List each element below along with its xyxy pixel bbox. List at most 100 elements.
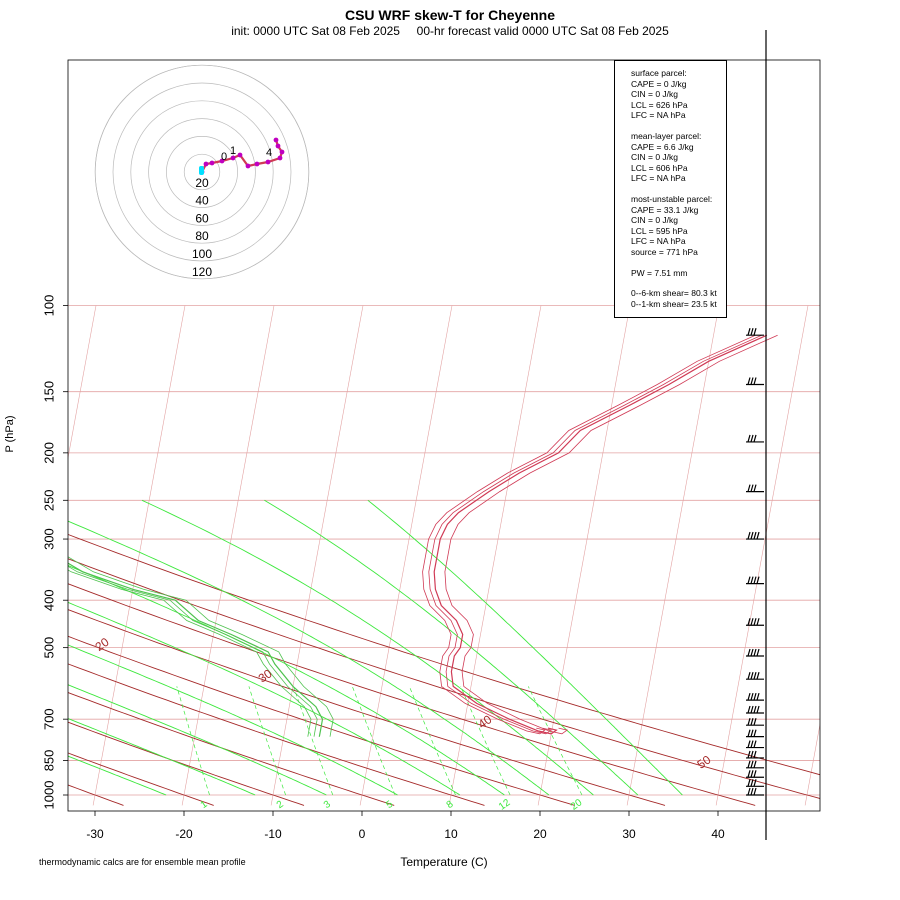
hodograph-ring: [112, 82, 292, 262]
mixing-ratio-label: 12: [497, 797, 513, 813]
temperature-member: [428, 334, 762, 735]
wind-barb: [746, 740, 764, 749]
dry-adiabat-line: [68, 692, 395, 806]
x-tick-label: 20: [533, 827, 547, 841]
hodograph-point: [273, 137, 279, 143]
temperature-member: [444, 334, 778, 735]
wind-barb: [746, 377, 764, 386]
mixing-ratio-line: [408, 686, 456, 796]
y-tick-label: 500: [41, 637, 56, 659]
hodograph-height-label: 4: [266, 147, 272, 159]
hodograph-height-label: 1: [230, 145, 236, 157]
mixing-ratio-line: [176, 686, 210, 796]
moist-adiabat-line: [68, 564, 505, 796]
isotherm-line: [626, 305, 720, 806]
y-tick-label: 200: [41, 442, 56, 464]
x-tick-label: 30: [622, 827, 636, 841]
isotherm-line: [448, 305, 542, 806]
y-tick-label: 700: [41, 708, 56, 730]
hodograph-ring: [183, 153, 221, 191]
shear-block: 0--6-km shear= 80.3 kt 0--1-km shear= 23…: [631, 288, 726, 309]
isotherm-line: [92, 305, 186, 806]
temperature-member: [422, 334, 756, 735]
wind-barb: [746, 705, 764, 714]
mean-layer-parcel-block: mean-layer parcel: CAPE = 6.6 J/kg CIN =…: [631, 131, 726, 184]
stat-line: CAPE = 33.1 J/kg: [631, 204, 699, 215]
wind-barb: [746, 779, 764, 787]
x-tick-label: -10: [264, 827, 282, 841]
chart-title: CSU WRF skew-T for Cheyenne: [344, 7, 556, 23]
moist-adiabat-line: [68, 718, 256, 796]
wind-barb: [746, 770, 764, 778]
stat-line: most-unstable parcel:: [631, 193, 713, 204]
hodograph-point: [237, 152, 243, 158]
stat-line: 0--1-km shear= 23.5 kt: [631, 298, 717, 309]
y-tick-label: 300: [41, 528, 56, 550]
hodograph-ring: [94, 64, 310, 280]
stat-line: mean-layer parcel:: [631, 130, 702, 141]
stat-line: 0--6-km shear= 80.3 kt: [631, 288, 717, 299]
stat-line: LFC = NA hPa: [631, 236, 686, 247]
isotherm-line: [68, 305, 97, 460]
mixing-ratio-line: [293, 686, 334, 796]
y-tick-label: 250: [41, 489, 56, 511]
wind-barb: [746, 672, 764, 680]
hodograph-point: [209, 160, 215, 166]
dry-adiabat-line: [0, 306, 33, 806]
mixing-ratio-line: [527, 686, 583, 796]
wind-barb: [746, 434, 764, 443]
moist-adiabat-line: [264, 499, 639, 796]
parcel-stats-box: surface parcel: CAPE = 0 J/kg CIN = 0 J/…: [614, 60, 727, 318]
isotherm-line: [537, 305, 631, 806]
wind-barb: [746, 618, 764, 626]
plot-frame: [67, 59, 821, 812]
hodograph-ring: [166, 136, 238, 208]
wind-barb: [746, 787, 764, 796]
hodograph-ring-label: 120: [192, 265, 212, 279]
y-tick-label: 150: [41, 381, 56, 403]
hodograph-point: [254, 161, 260, 167]
dewpoint-member: [68, 565, 318, 737]
wind-barb: [746, 760, 764, 769]
x-tick-label: -20: [175, 827, 193, 841]
x-tick-label: 40: [711, 827, 725, 841]
stat-line: CIN = 0 J/kg: [631, 152, 679, 163]
temperature-profile: [433, 334, 768, 735]
isotherm-line: [270, 305, 364, 806]
mixing-ratio-label: 2: [275, 799, 286, 811]
stat-line: source = 771 hPa: [631, 246, 698, 257]
isotherm-line: [181, 305, 275, 806]
hodograph-ring-label: 40: [195, 194, 209, 208]
mixing-ratio-label: 3: [322, 799, 333, 811]
stat-line: LFC = NA hPa: [631, 110, 686, 121]
wind-barb: [746, 729, 764, 738]
isotherm-line: [359, 305, 453, 806]
hodograph-point: [203, 161, 209, 167]
hodograph-point: [277, 155, 283, 161]
stat-line: CIN = 0 J/kg: [631, 215, 679, 226]
dry-adiabat-line: [68, 558, 820, 799]
wind-barb: [746, 531, 764, 540]
y-axis-label: P (hPa): [4, 415, 16, 453]
dewpoint-member: [68, 556, 334, 737]
x-tick-label: 10: [444, 827, 458, 841]
dry-adiabat-line: [68, 752, 214, 806]
stat-line: CIN = 0 J/kg: [631, 89, 679, 100]
mixing-ratio-label: 5: [384, 799, 395, 811]
wind-barb: [746, 648, 764, 657]
mixing-ratio-label: 8: [445, 799, 456, 811]
hodograph-point: [245, 163, 251, 169]
wind-barb: [746, 717, 764, 726]
hodograph-ring: [148, 118, 256, 226]
wind-barb: [746, 328, 764, 336]
y-tick-label: 100: [41, 295, 56, 317]
hodograph-point: [275, 143, 281, 149]
dry-adiabat-line: [68, 609, 666, 806]
wind-barb: [746, 692, 764, 701]
mixing-ratio-line: [351, 686, 396, 796]
mixing-ratio-line: [460, 686, 511, 796]
mixing-ratio-line: [248, 686, 286, 796]
hodograph-ring: [130, 100, 274, 244]
stat-line: LCL = 595 hPa: [631, 225, 688, 236]
